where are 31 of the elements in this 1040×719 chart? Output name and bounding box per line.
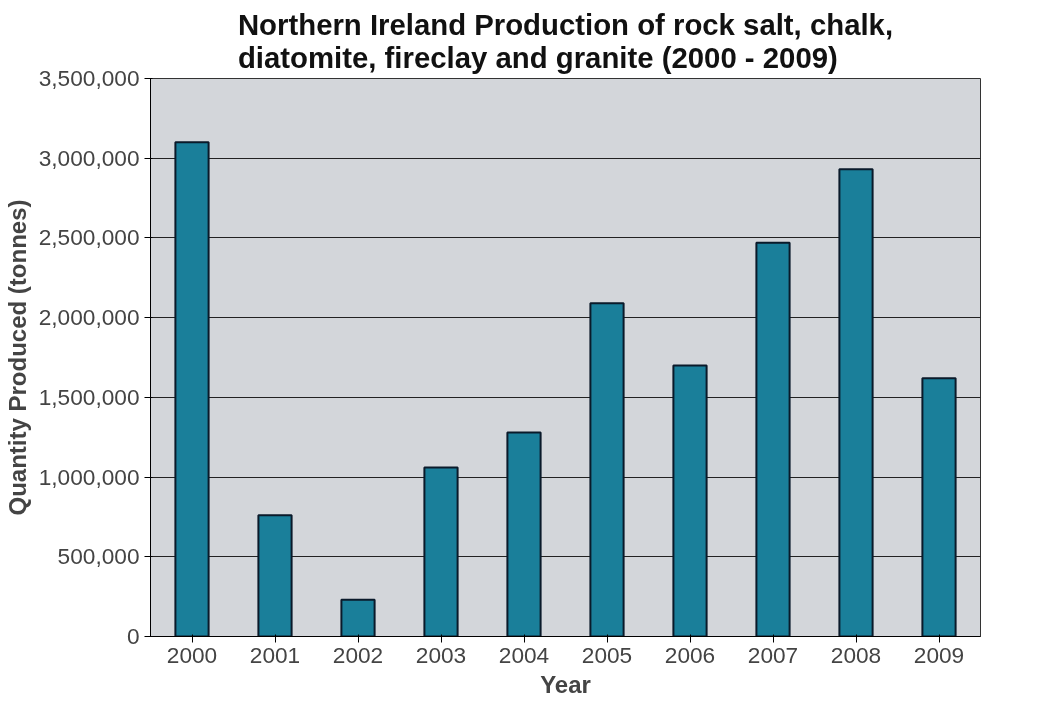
x-tick-label: 2009 [913, 641, 965, 668]
bar [921, 377, 957, 637]
bar [423, 466, 459, 637]
x-tick-label: 2008 [830, 641, 882, 668]
bar [340, 598, 376, 637]
y-tick-label: 3,500,000 [38, 65, 140, 91]
x-tick-label: 2004 [498, 641, 550, 668]
bar [755, 241, 791, 637]
x-tick-label: 2000 [166, 641, 218, 668]
y-tick-label: 3,000,000 [38, 144, 140, 171]
x-tick-label: 2006 [664, 641, 716, 668]
y-tick-label: 2,000,000 [38, 304, 140, 331]
bar [257, 514, 293, 637]
x-tick-label: 2005 [581, 641, 633, 668]
y-tick-label: 0 [126, 623, 140, 649]
y-tick-label: 500,000 [57, 543, 140, 570]
x-tick-label: 2002 [332, 641, 384, 668]
bar [506, 431, 542, 637]
bar [174, 141, 210, 637]
x-axis-title: Year [540, 670, 591, 698]
bar [672, 364, 708, 637]
x-tick-label: 2001 [249, 641, 301, 668]
x-tick-label: 2007 [747, 641, 799, 668]
y-tick-label: 1,500,000 [38, 383, 140, 410]
y-axis-title: Quantity Produced (tonnes) [3, 199, 31, 516]
chart-title: Northern Ireland Production of rock salt, chalk, diatomite, fireclay and granite (2000 - 2009) [237, 7, 894, 74]
bar [589, 302, 625, 637]
bar [838, 168, 874, 637]
y-tick-label: 1,000,000 [38, 463, 140, 490]
y-tick-label: 2,500,000 [38, 224, 140, 251]
x-tick-label: 2003 [415, 641, 467, 668]
